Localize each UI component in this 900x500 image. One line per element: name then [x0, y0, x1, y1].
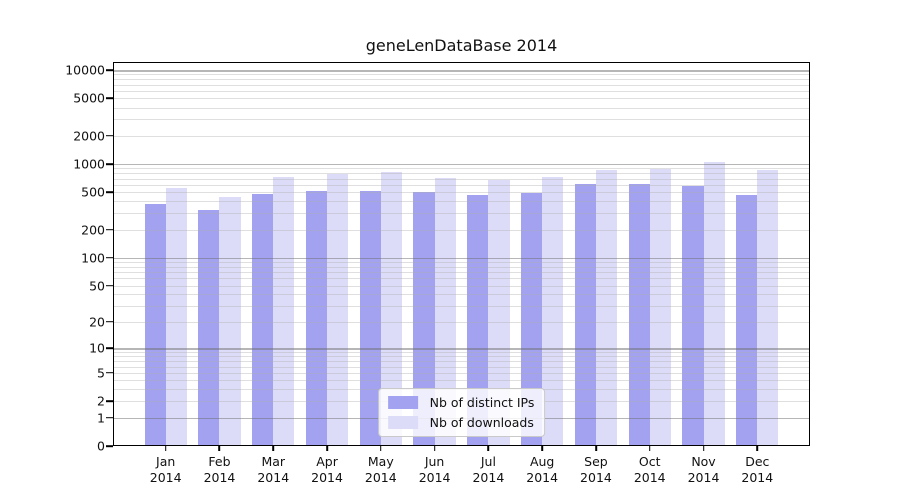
bar-downloads-jul	[488, 180, 510, 446]
bar-downloads-apr	[327, 174, 349, 446]
y-tick-mark	[106, 163, 113, 165]
y-tick-mark	[106, 69, 113, 71]
y-tick-mark	[106, 134, 113, 137]
plot-area: Nb of distinct IPs Nb of downloads	[113, 62, 810, 446]
x-tick-label-jun: Jun 2014	[418, 454, 451, 485]
x-tick-label-dec: Dec 2014	[741, 454, 774, 485]
bar-downloads-nov	[703, 162, 725, 446]
x-tick-mark	[326, 446, 328, 451]
y-tick-mark	[106, 372, 113, 374]
y-tick-label: 50	[89, 278, 105, 294]
y-tick-mark	[106, 284, 113, 287]
y-tick-mark	[106, 400, 113, 402]
bar-distinct-ips-nov	[682, 186, 704, 446]
x-tick-mark	[648, 446, 651, 451]
x-tick-mark	[380, 446, 382, 451]
bar-distinct-ips-jun	[413, 191, 435, 446]
x-tick-label-aug: Aug 2014	[526, 454, 559, 485]
bar-downloads-jan	[165, 187, 187, 446]
x-tick-label-jan: Jan 2014	[149, 454, 182, 485]
bar-downloads-oct	[649, 169, 671, 446]
y-axis-tick-marks	[106, 62, 113, 447]
bar-distinct-ips-feb	[198, 210, 220, 446]
y-tick-mark	[106, 97, 113, 100]
y-tick-mark	[106, 191, 113, 194]
x-tick-label-nov: Nov 2014	[687, 454, 720, 485]
x-tick-mark	[433, 446, 436, 451]
legend-swatch-distinct-ips	[387, 396, 418, 409]
bar-downloads-aug	[542, 176, 564, 446]
x-tick-mark	[702, 446, 705, 451]
bar-downloads-jun	[434, 178, 456, 446]
y-tick-label: 200	[81, 222, 105, 238]
x-tick-label-feb: Feb 2014	[203, 454, 236, 485]
x-tick-mark	[272, 446, 275, 451]
y-tick-label: 20	[89, 314, 105, 330]
y-tick-label: 10	[89, 340, 105, 356]
y-tick-mark	[106, 228, 113, 231]
bar-distinct-ips-sep	[574, 183, 596, 446]
x-tick-label-jul: Jul 2014	[472, 454, 505, 485]
y-tick-label: 5000	[73, 90, 105, 106]
bar-distinct-ips-aug	[520, 192, 543, 446]
legend-item-downloads: Nb of downloads	[387, 415, 535, 430]
y-tick-mark	[106, 347, 113, 349]
bar-downloads-may	[380, 172, 402, 446]
x-tick-mark	[218, 446, 221, 451]
legend-item-distinct-ips: Nb of distinct IPs	[387, 395, 535, 410]
bar-distinct-ips-jan	[144, 204, 166, 446]
legend-label-distinct-ips: Nb of distinct IPs	[429, 395, 535, 410]
y-tick-label: 10000	[65, 62, 105, 78]
bar-distinct-ips-dec	[736, 194, 758, 446]
x-tick-mark	[595, 446, 597, 451]
y-tick-label: 5	[97, 365, 105, 381]
x-tick-mark	[487, 446, 490, 451]
x-tick-label-mar: Mar 2014	[257, 454, 290, 485]
y-tick-label: 1000	[73, 156, 105, 172]
bar-downloads-mar	[273, 177, 295, 446]
legend-swatch-downloads	[387, 416, 418, 429]
y-tick-mark	[106, 416, 113, 419]
y-axis-labels: 10000 5000 2000 1000 500 200 100 50 20 10 5 2 1 0	[0, 62, 105, 454]
y-tick-label: 2000	[73, 128, 105, 144]
legend: Nb of distinct IPs Nb of downloads	[377, 388, 546, 437]
y-tick-label: 0	[97, 438, 105, 454]
bars-layer	[113, 62, 810, 446]
x-tick-mark	[756, 446, 759, 451]
y-tick-label: 100	[81, 250, 105, 266]
x-tick-label-may: May 2014	[364, 454, 397, 485]
y-tick-mark	[106, 256, 113, 259]
x-axis-labels: Jan 2014 Feb 2014 Mar 2014 Apr 2014 May 2014 Jun 20…	[113, 446, 810, 498]
y-tick-label: 1	[97, 410, 105, 426]
bar-distinct-ips-may	[359, 191, 381, 446]
bar-distinct-ips-apr	[305, 190, 328, 446]
bar-downloads-sep	[595, 170, 618, 446]
y-tick-mark	[106, 445, 113, 447]
legend-label-downloads: Nb of downloads	[429, 415, 534, 430]
bar-downloads-feb	[219, 197, 241, 446]
x-tick-mark	[541, 446, 543, 451]
y-tick-label: 500	[81, 184, 105, 200]
bar-distinct-ips-mar	[252, 193, 274, 446]
x-tick-label-sep: Sep 2014	[580, 454, 612, 485]
x-tick-mark	[164, 446, 167, 451]
bar-downloads-dec	[757, 170, 779, 446]
bar-distinct-ips-oct	[628, 184, 650, 446]
y-tick-label: 2	[97, 393, 105, 409]
x-tick-label-oct: Oct 2014	[633, 454, 666, 485]
x-tick-label-apr: Apr 2014	[311, 454, 343, 485]
y-tick-mark	[106, 320, 113, 323]
chart-title: geneLenDataBase 2014	[365, 36, 558, 55]
